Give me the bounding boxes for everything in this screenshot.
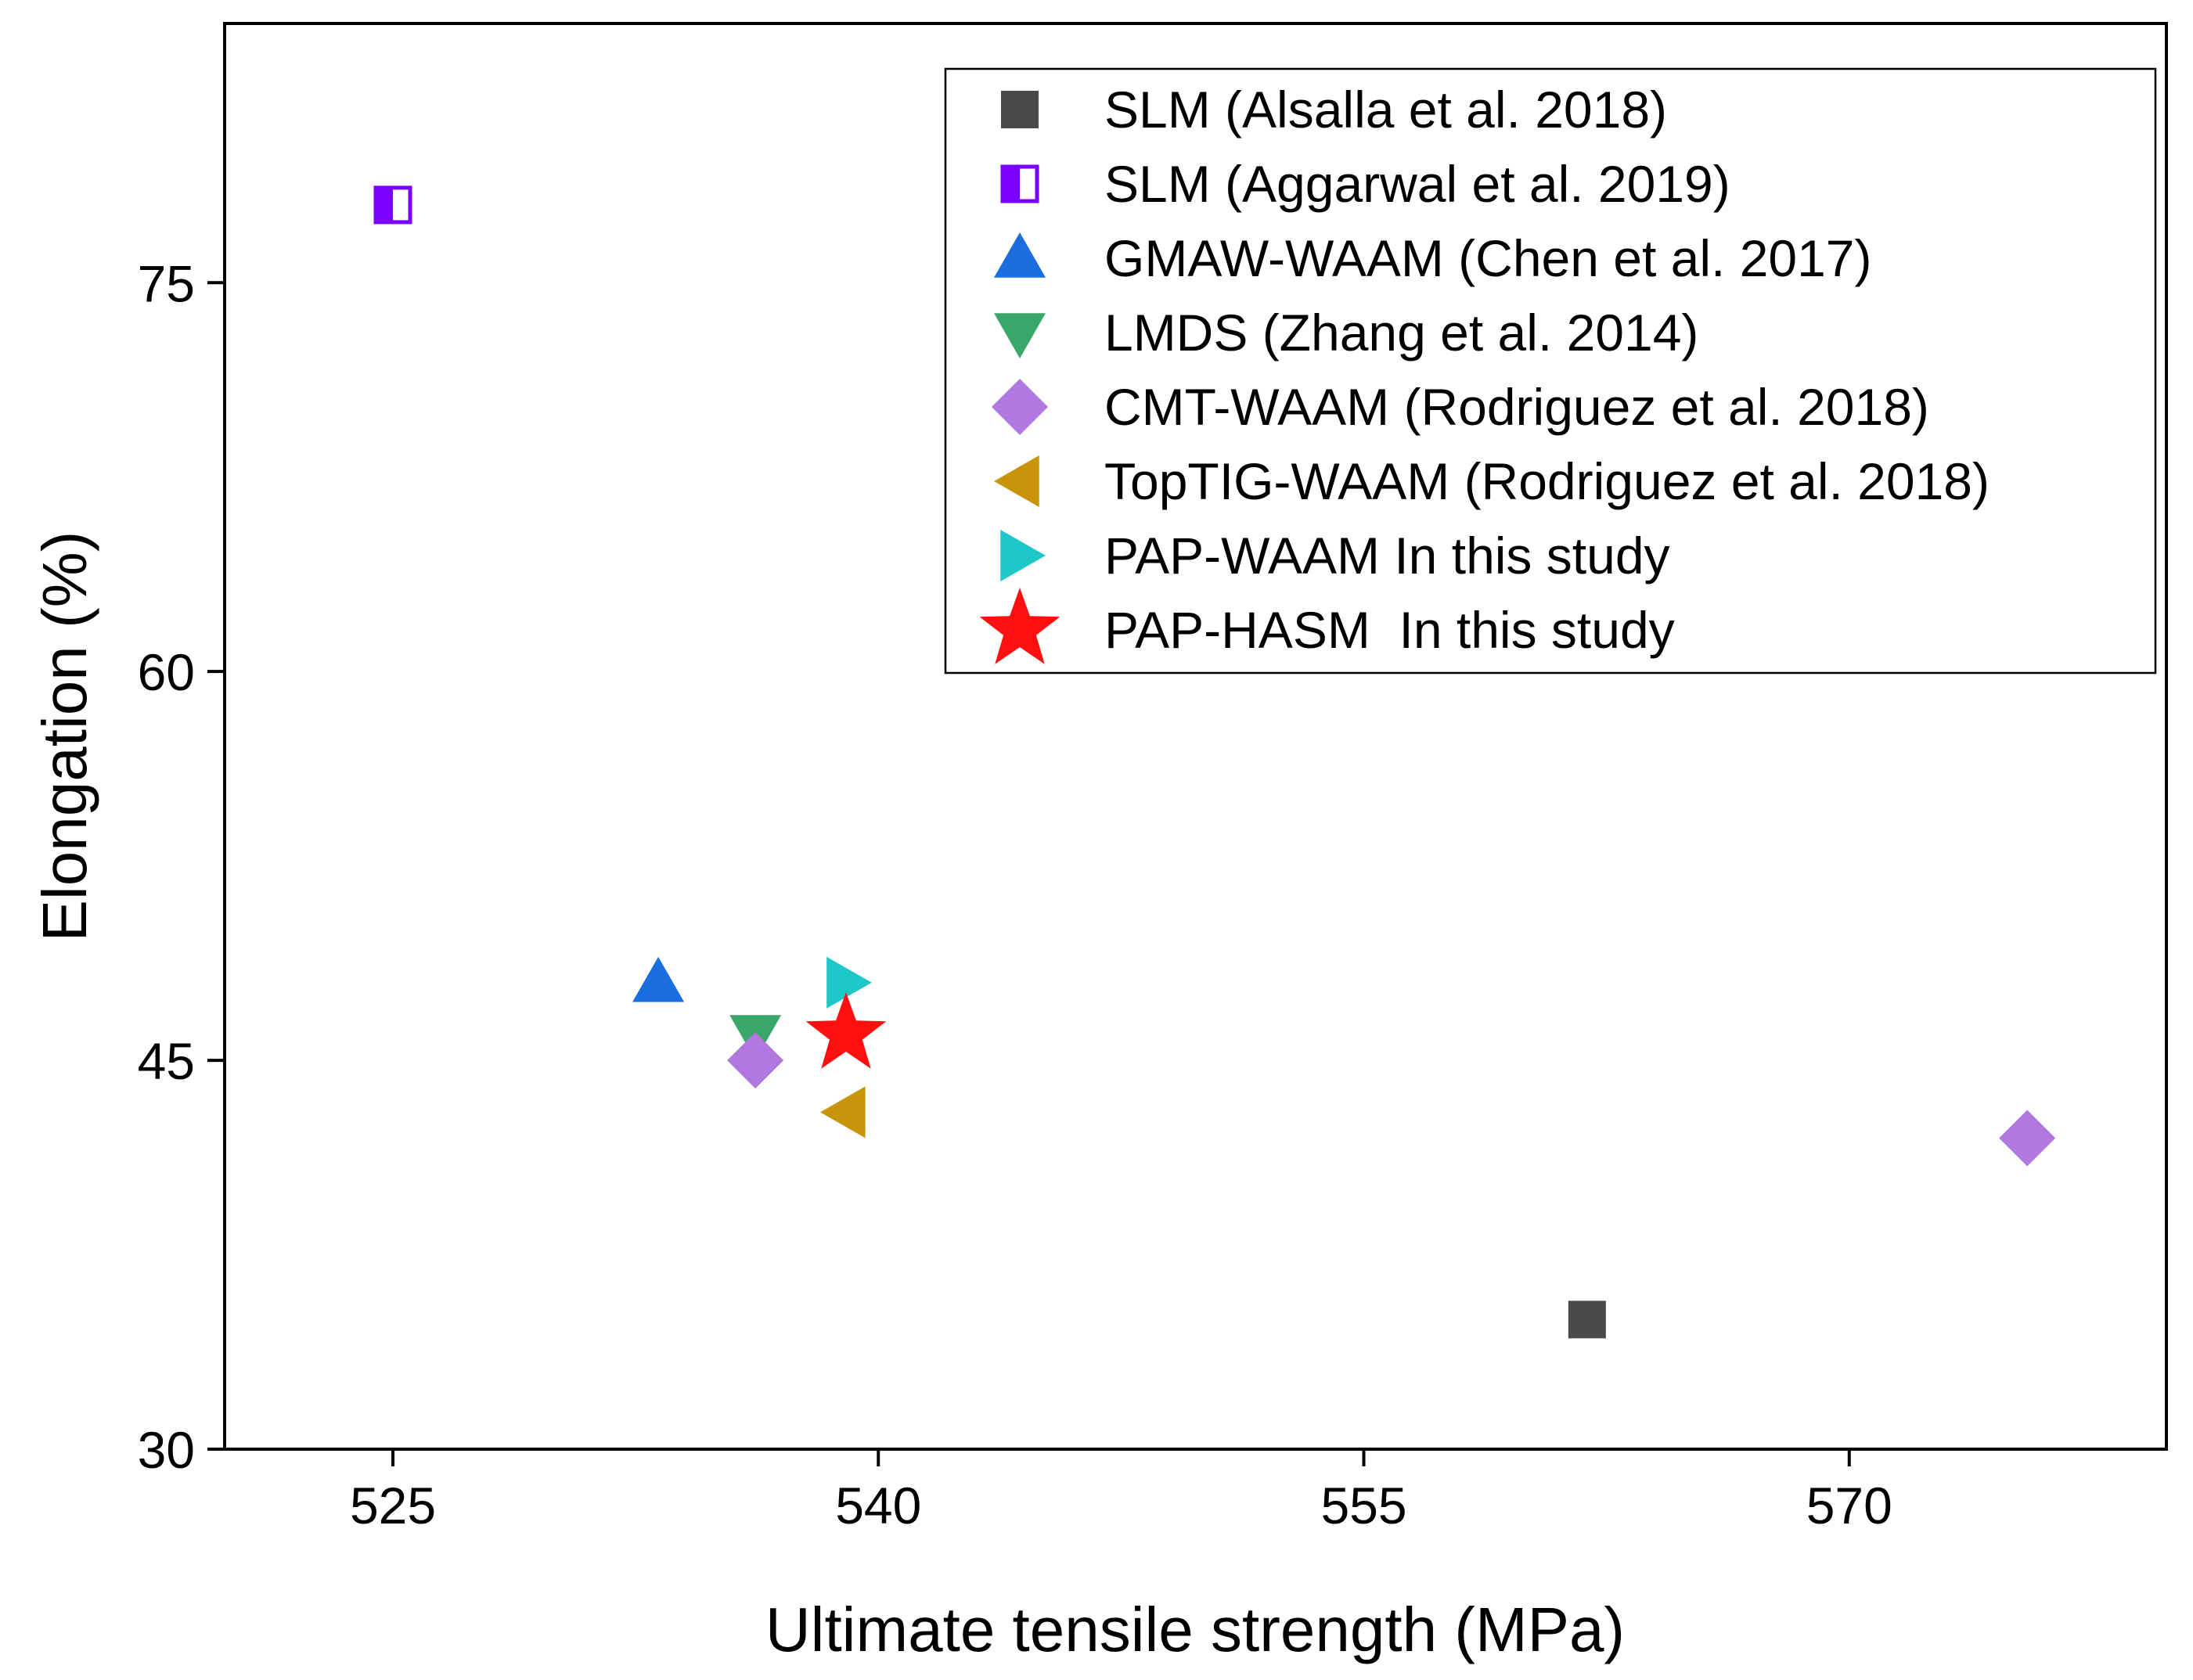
legend-label: TopTIG-WAAM (Rodriguez et al. 2018) — [1104, 452, 1990, 510]
legend-item: LMDS (Zhang et al. 2014) — [994, 304, 1698, 362]
legend-label: PAP-HASM In this study — [1104, 601, 1675, 659]
y-tick-label: 30 — [138, 1421, 195, 1479]
legend-item: SLM (Aggarwal et al. 2019) — [1000, 155, 1730, 213]
y-axis-title: Elongation (%) — [30, 531, 99, 942]
x-tick-label: 555 — [1320, 1477, 1406, 1534]
legend-marker-icon — [992, 379, 1048, 435]
y-axis: 30 45 60 75 — [138, 254, 225, 1479]
legend-marker-icon — [994, 313, 1046, 358]
y-tick-label: 45 — [138, 1032, 195, 1090]
legend-label: CMT-WAAM (Rodriguez et al. 2018) — [1104, 378, 1929, 436]
data-point — [1999, 1110, 2056, 1167]
legend-marker-icon — [994, 455, 1039, 507]
y-tick-label: 60 — [138, 643, 195, 701]
x-tick-label: 540 — [835, 1477, 921, 1534]
legend: SLM (Alsalla et al. 2018) SLM (Aggarwal e… — [944, 67, 2157, 675]
data-point — [373, 185, 412, 225]
legend-marker-icon — [1000, 164, 1039, 203]
legend-label: GMAW-WAAM (Chen et al. 2017) — [1104, 229, 1872, 287]
legend-marker-icon — [1000, 530, 1046, 581]
x-axis: 525 540 555 570 — [350, 1449, 1892, 1534]
legend-item: GMAW-WAAM (Chen et al. 2017) — [994, 229, 1872, 287]
legend-item: CMT-WAAM (Rodriguez et al. 2018) — [992, 378, 1929, 436]
legend-marker-icon — [994, 232, 1046, 278]
data-point — [1568, 1300, 1606, 1339]
data-point — [632, 956, 685, 1002]
y-tick-label: 75 — [138, 254, 195, 312]
legend-label: SLM (Alsalla et al. 2018) — [1104, 81, 1667, 139]
legend-item: PAP-WAAM In this study — [1000, 527, 1670, 585]
legend-item: TopTIG-WAAM (Rodriguez et al. 2018) — [994, 452, 1990, 510]
legend-label: LMDS (Zhang et al. 2014) — [1104, 304, 1698, 362]
legend-item: PAP-HASM In this study — [979, 588, 1675, 664]
legend-label: SLM (Aggarwal et al. 2019) — [1104, 155, 1730, 213]
plot-frame — [223, 22, 2168, 1451]
data-point — [819, 1086, 866, 1139]
x-tick-label: 570 — [1806, 1477, 1892, 1534]
legend-item: SLM (Alsalla et al. 2018) — [1001, 81, 1667, 139]
legend-box — [944, 67, 2157, 675]
x-tick-label: 525 — [350, 1477, 436, 1534]
data-point — [805, 992, 887, 1069]
data-points — [373, 185, 2056, 1339]
legend-marker-icon — [979, 588, 1060, 664]
data-point — [727, 1032, 784, 1089]
legend-label: PAP-WAAM In this study — [1104, 527, 1670, 585]
legend-marker-icon — [1001, 91, 1039, 128]
data-point — [826, 956, 872, 1009]
x-axis-title: Ultimate tensile strength (MPa) — [765, 1595, 1625, 1664]
